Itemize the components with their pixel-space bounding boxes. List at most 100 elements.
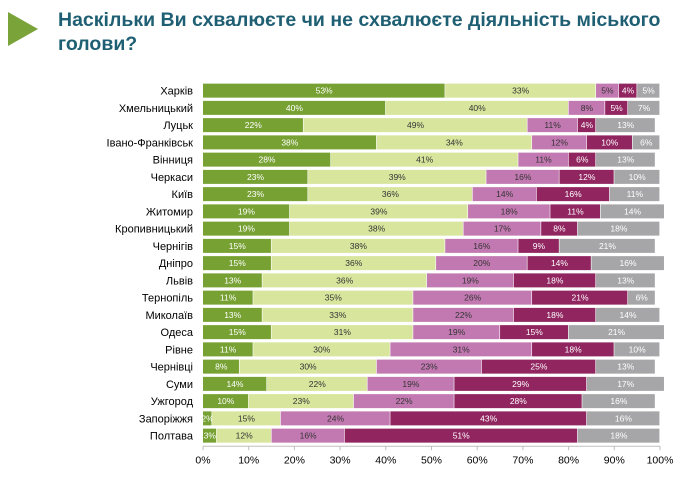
data-label: 36% — [382, 189, 399, 199]
data-label: 6% — [636, 293, 649, 303]
data-label: 15% — [229, 258, 246, 268]
x-tick-label: 30% — [330, 454, 351, 466]
category-label: Івано-Франківськ — [107, 137, 194, 149]
bar-segment-3 — [280, 411, 390, 426]
category-label: Чернігів — [153, 241, 194, 253]
data-label: 33% — [329, 310, 346, 320]
bar-segment-1 — [203, 273, 262, 288]
data-label: 13% — [224, 310, 241, 320]
bar-segment-1 — [203, 342, 253, 357]
bar-segment-3 — [367, 376, 454, 391]
bar-segment-5 — [637, 83, 660, 98]
category-label: Львів — [166, 275, 193, 287]
bar-segment-2 — [262, 273, 427, 288]
data-label: 16% — [620, 258, 637, 268]
data-label: 14% — [226, 379, 243, 389]
data-label: 16% — [615, 413, 632, 423]
bar-segment-3 — [532, 135, 587, 150]
bar-segment-2 — [385, 100, 568, 115]
data-label: 21% — [608, 327, 625, 337]
bar-segment-4 — [550, 204, 600, 219]
bar-segment-5 — [596, 307, 660, 322]
data-label: 34% — [446, 137, 463, 147]
bar-segment-3 — [426, 273, 514, 288]
data-label: 20% — [473, 258, 490, 268]
data-label: 16% — [473, 241, 490, 251]
data-label: 14% — [620, 310, 637, 320]
bar-segment-3 — [472, 187, 537, 202]
bar-segment-5 — [591, 256, 664, 271]
data-label: 12% — [551, 137, 568, 147]
data-label: 36% — [345, 258, 362, 268]
data-label: 2% — [201, 413, 214, 423]
bar-segment-1 — [203, 169, 308, 184]
bar-segment-4 — [500, 325, 568, 340]
x-tick-label: 10% — [238, 454, 259, 466]
data-label: 5% — [642, 86, 655, 96]
data-label: 19% — [238, 206, 255, 216]
data-label: 11% — [544, 120, 561, 130]
category-label: Харків — [160, 86, 193, 98]
category-label: Рівне — [165, 344, 193, 356]
data-label: 18% — [546, 275, 563, 285]
data-label: 23% — [293, 396, 310, 406]
data-label: 10% — [629, 172, 646, 182]
bar-segment-3 — [413, 325, 500, 340]
data-label: 11% — [627, 189, 644, 199]
bar-segment-3 — [413, 290, 532, 305]
bar-segment-1 — [203, 376, 267, 391]
data-label: 51% — [453, 431, 470, 441]
bar-segment-4 — [586, 135, 632, 150]
bar-segment-2 — [289, 204, 468, 219]
data-label: 13% — [224, 275, 241, 285]
category-label: Вінниця — [153, 155, 193, 167]
data-label: 16% — [300, 431, 317, 441]
bar-segment-5 — [609, 187, 660, 202]
data-label: 16% — [565, 189, 582, 199]
bar-segment-2 — [253, 290, 413, 305]
bar-segment-2 — [303, 118, 527, 133]
x-tick-label: 80% — [558, 454, 579, 466]
bar-segment-1 — [203, 118, 303, 133]
category-label: Черкаси — [151, 172, 193, 184]
category-label: Полтава — [150, 431, 194, 443]
data-label: 40% — [469, 103, 486, 113]
bar-segment-5 — [559, 238, 655, 253]
data-label: 12% — [236, 431, 253, 441]
bar-segment-4 — [568, 152, 596, 167]
x-tick-label: 60% — [467, 454, 488, 466]
bar-segment-5 — [628, 290, 655, 305]
bar-segment-1 — [203, 152, 331, 167]
bar-segment-3 — [353, 394, 454, 409]
data-label: 13% — [617, 120, 634, 130]
data-label: 29% — [512, 379, 529, 389]
x-tick-label: 100% — [647, 454, 674, 466]
data-label: 23% — [247, 189, 264, 199]
data-label: 22% — [396, 396, 413, 406]
data-label: 38% — [281, 137, 298, 147]
data-label: 25% — [530, 362, 547, 372]
bar-segment-4 — [532, 290, 628, 305]
bar-segment-2 — [239, 359, 377, 374]
data-label: 14% — [551, 258, 568, 268]
data-label: 39% — [370, 206, 387, 216]
x-tick-label: 90% — [604, 454, 625, 466]
x-tick-label: 50% — [421, 454, 442, 466]
data-label: 13% — [617, 155, 634, 165]
data-label: 13% — [617, 275, 634, 285]
bar-segment-5 — [577, 428, 660, 443]
bar-segment-5 — [596, 359, 655, 374]
bar-segment-4 — [454, 376, 587, 391]
data-label: 13% — [617, 362, 634, 372]
bar-segment-1 — [203, 238, 271, 253]
bar-segment-4 — [513, 307, 596, 322]
bar-segment-2 — [289, 221, 463, 236]
bar-segment-1 — [203, 204, 290, 219]
bar-segment-4 — [559, 169, 614, 184]
data-label: 19% — [448, 327, 465, 337]
category-label: Суми — [166, 379, 193, 391]
bar-segment-3 — [390, 342, 532, 357]
data-label: 14% — [496, 189, 513, 199]
data-label: 28% — [510, 396, 527, 406]
data-label: 5% — [601, 86, 614, 96]
